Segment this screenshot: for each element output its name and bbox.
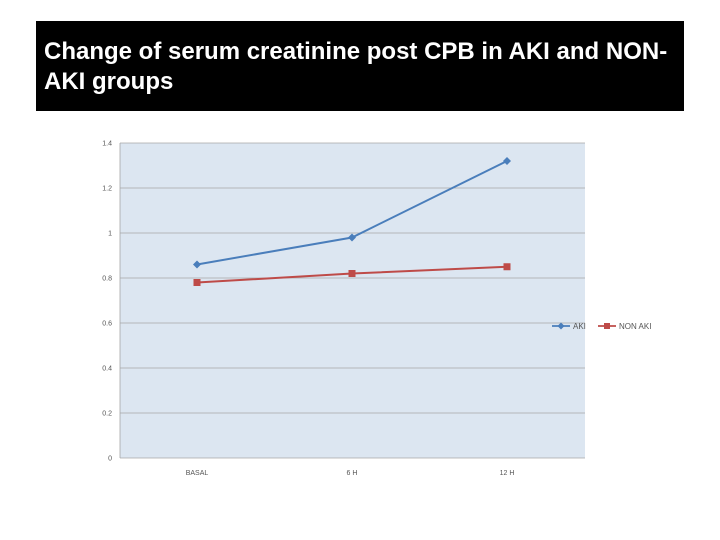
y-tick-label: 0 bbox=[108, 456, 112, 463]
x-tick-label: BASAL bbox=[186, 470, 209, 477]
chart-title: Change of serum creatinine post CPB in A… bbox=[44, 38, 668, 95]
legend-marker bbox=[604, 323, 610, 329]
series-aki bbox=[193, 157, 511, 269]
x-axis-tick-labels: BASAL 6 H 12 H bbox=[186, 470, 515, 477]
y-tick-label: 1.4 bbox=[102, 141, 112, 148]
data-point bbox=[503, 263, 511, 271]
data-point bbox=[193, 279, 201, 286]
data-point bbox=[348, 233, 356, 242]
data-point bbox=[503, 157, 511, 165]
legend-label: AKI bbox=[573, 322, 586, 331]
y-tick-label: 0.6 bbox=[102, 321, 112, 328]
y-tick-label: 0.8 bbox=[102, 276, 112, 283]
y-tick-label: 1.2 bbox=[102, 186, 112, 193]
plot-area bbox=[120, 143, 585, 458]
title-banner: Change of serum creatinine post CPB in A… bbox=[36, 21, 684, 111]
legend-marker bbox=[557, 322, 565, 330]
legend-entry: NON AKI bbox=[598, 322, 651, 331]
y-tick-label: 0.4 bbox=[102, 366, 112, 373]
x-tick-label: 12 H bbox=[500, 470, 515, 477]
gridlines bbox=[119, 142, 585, 459]
series-non-aki bbox=[193, 263, 511, 286]
legend-label: NON AKI bbox=[619, 322, 651, 331]
y-tick-label: 0.2 bbox=[102, 411, 112, 418]
data-point bbox=[348, 270, 356, 277]
data-point bbox=[193, 260, 201, 269]
y-axis-tick-labels: 0 0.2 0.4 0.6 0.8 1 1.2 1.4 bbox=[102, 141, 112, 463]
legend: AKI NON AKI bbox=[552, 322, 651, 331]
legend-entry: AKI bbox=[552, 322, 586, 331]
x-tick-label: 6 H bbox=[347, 470, 358, 477]
series-group bbox=[193, 157, 511, 286]
y-tick-label: 1 bbox=[108, 231, 112, 238]
